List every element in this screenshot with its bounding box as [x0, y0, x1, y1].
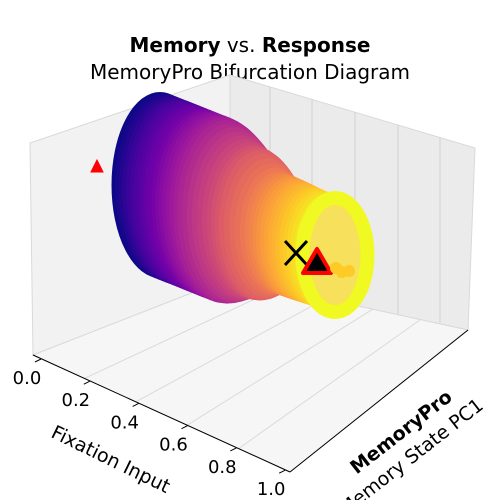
x-tick-mark	[181, 425, 188, 430]
x-tick-mark	[278, 469, 286, 474]
x-axis-line	[32, 354, 291, 473]
x-tick-mark	[34, 358, 42, 363]
fixed-point-markers	[90, 158, 355, 278]
ring-bore	[309, 205, 361, 305]
x-tick-label: 0.2	[62, 390, 91, 411]
grid-line-floor	[84, 287, 278, 379]
x-tick-mark	[132, 403, 139, 407]
x-tick-label: 0.4	[110, 412, 139, 433]
x-tick-label: 0.8	[208, 457, 237, 478]
red-triangle-marker	[90, 158, 104, 173]
chart-title-line-1: Memory vs. Response	[0, 33, 500, 57]
ring-47	[295, 191, 375, 319]
title-bold-memory: Memory	[129, 33, 221, 57]
grid-line-floor	[186, 308, 374, 426]
grid-line-floor	[135, 298, 326, 403]
x-marker-stroke-b	[283, 239, 309, 267]
x-tick-mark	[230, 447, 237, 452]
title-connector: vs.	[220, 33, 262, 57]
x-tick-mark	[83, 380, 91, 385]
y-axis-line	[289, 329, 469, 473]
grid-line-floor	[238, 319, 421, 450]
title-bold-response: Response	[261, 33, 371, 57]
trajectory-point-2	[343, 265, 355, 277]
x-tick-label: 0.0	[13, 368, 42, 389]
x-tick-label: 1.0	[257, 479, 286, 500]
x-tick-label: 0.6	[159, 435, 188, 456]
chart-title-line-2: MemoryPro Bifurcation Diagram	[90, 60, 410, 84]
black-triangle-marker	[301, 247, 333, 275]
